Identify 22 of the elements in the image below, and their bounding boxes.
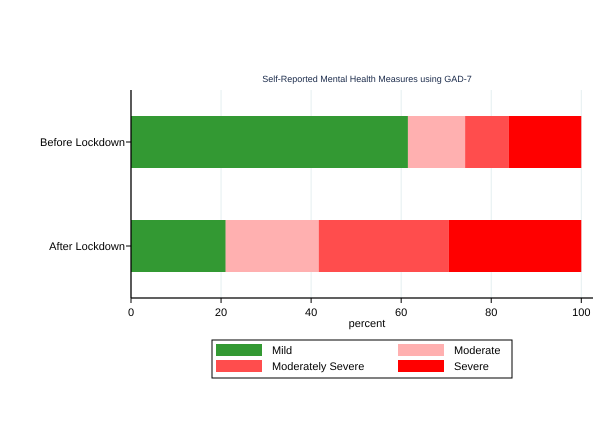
legend-label: Moderately Severe	[272, 361, 364, 373]
y-tick-label: After Lockdown	[49, 241, 125, 253]
bar	[408, 116, 466, 168]
x-tick-label: 20	[214, 307, 228, 319]
bar	[131, 116, 408, 168]
x-tick-label: 60	[395, 307, 408, 319]
bar	[226, 220, 319, 272]
x-tick-label: 80	[485, 307, 498, 319]
bar	[465, 116, 509, 168]
legend-label: Severe	[454, 361, 489, 373]
x-tick-label: 40	[304, 307, 318, 319]
bar	[318, 220, 449, 272]
x-tick-label: 100	[572, 307, 590, 319]
legend-label: Moderate	[454, 345, 500, 357]
x-tick-label: 0	[128, 307, 134, 319]
chart-title: Self-Reported Mental Health Measures using GAD-7	[262, 74, 472, 84]
bar	[131, 220, 226, 272]
x-axis-title: percent	[348, 318, 386, 330]
bar	[448, 220, 582, 272]
legend-label: Mild	[272, 345, 292, 357]
bar	[508, 116, 582, 168]
y-tick-label: Before Lockdown	[40, 137, 125, 149]
